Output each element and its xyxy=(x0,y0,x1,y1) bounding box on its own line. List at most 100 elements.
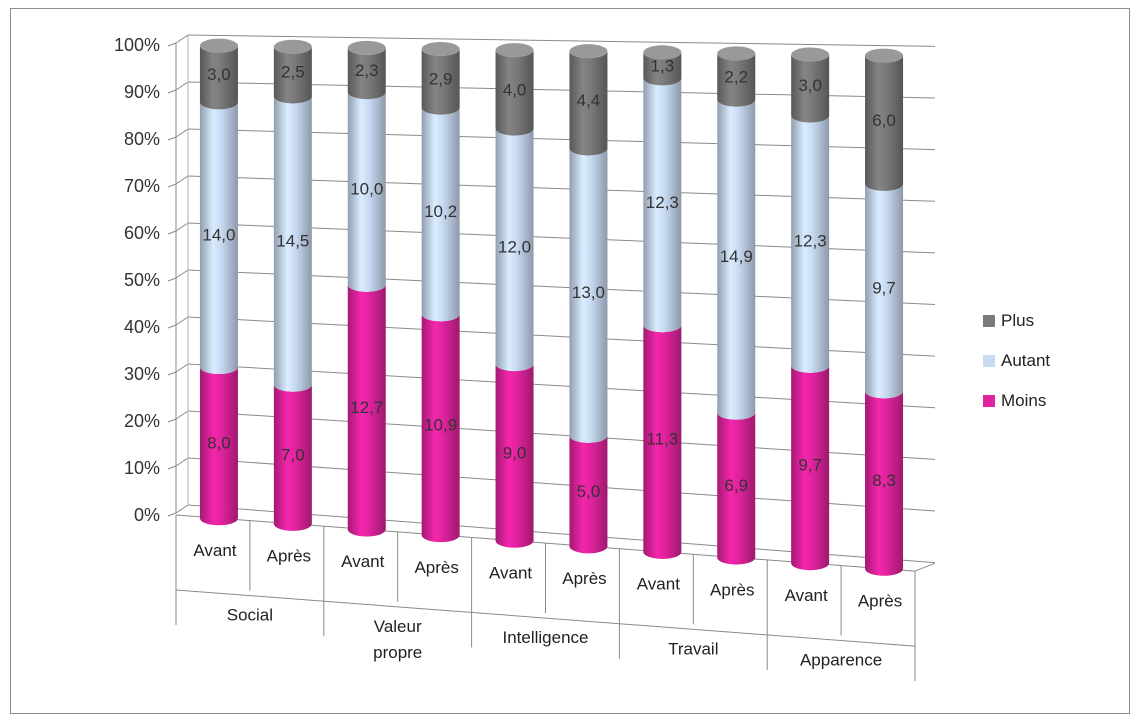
gridline-side xyxy=(175,222,189,232)
y-tick-mark xyxy=(167,465,177,470)
bar-segment-moins xyxy=(421,314,460,543)
bar-segment-moins xyxy=(495,364,534,548)
y-tick-label: 40% xyxy=(124,317,160,337)
bar-segment-autant xyxy=(495,128,534,372)
group-label: propre xyxy=(373,643,422,662)
group-label: Travail xyxy=(668,639,718,658)
x-tick-label: Avant xyxy=(489,563,532,582)
bar-segment-plus xyxy=(865,55,904,191)
bar-segment-moins xyxy=(569,435,608,554)
bar-segment-plus xyxy=(717,53,756,107)
gridline-side xyxy=(175,269,189,279)
y-tick-label: 100% xyxy=(114,35,160,55)
data-label: 10,9 xyxy=(424,416,457,435)
y-tick-label: 80% xyxy=(124,129,160,149)
data-label: 13,0 xyxy=(572,283,605,302)
data-label: 6,9 xyxy=(724,476,748,495)
gridline-side xyxy=(175,34,189,44)
bar-top-cap xyxy=(421,41,460,56)
data-label: 12,0 xyxy=(498,237,531,256)
bar-top-cap xyxy=(717,46,756,61)
y-tick-label: 50% xyxy=(124,270,160,290)
category-row-separator xyxy=(175,589,916,647)
x-tick-label: Après xyxy=(267,547,311,566)
y-tick-label: 70% xyxy=(124,176,160,196)
gridline-side xyxy=(175,410,189,420)
bar-segment-moins xyxy=(347,284,386,537)
bar-segment-plus xyxy=(495,50,534,136)
data-label: 10,2 xyxy=(424,202,457,221)
data-label: 2,3 xyxy=(355,61,379,80)
bar-segment-autant xyxy=(421,107,460,322)
bar-segment-moins xyxy=(791,365,830,571)
x-tick-label: Avant xyxy=(341,552,384,571)
legend-swatch-moins xyxy=(983,395,995,407)
x-tick-label: Avant xyxy=(637,575,680,594)
legend-label-moins: Moins xyxy=(1001,391,1046,410)
y-tick-label: 10% xyxy=(124,458,160,478)
bar-segment-autant xyxy=(717,99,756,420)
y-tick-mark xyxy=(167,230,177,235)
x-tick-label: Après xyxy=(414,558,458,577)
y-tick-label: 60% xyxy=(124,223,160,243)
bar-top-cap xyxy=(273,39,312,54)
data-label: 8,3 xyxy=(872,471,896,490)
gridline-side xyxy=(175,128,189,138)
data-label: 4,4 xyxy=(577,91,601,110)
x-tick-label: Avant xyxy=(785,586,828,605)
gridline-side xyxy=(175,175,189,185)
bar-top-cap xyxy=(791,47,830,62)
bar-segment-autant xyxy=(865,183,904,399)
group-label: Intelligence xyxy=(502,628,588,647)
bar-segment-moins xyxy=(717,412,756,565)
legend-label-autant: Autant xyxy=(1001,351,1050,370)
bar-top-cap xyxy=(643,45,682,60)
bar-top-cap xyxy=(347,40,386,55)
y-tick-mark xyxy=(167,512,177,517)
data-label: 10,0 xyxy=(350,179,383,198)
data-label: 9,7 xyxy=(872,279,896,298)
y-tick-mark xyxy=(167,324,177,329)
bar-segment-autant xyxy=(199,102,238,375)
data-label: 14,5 xyxy=(276,232,309,251)
data-label: 3,0 xyxy=(207,65,231,84)
data-label: 8,0 xyxy=(207,434,231,453)
bar-top-cap xyxy=(495,43,534,58)
y-tick-mark xyxy=(167,183,177,188)
y-tick-mark xyxy=(167,89,177,94)
gridline-side xyxy=(175,316,189,326)
data-label: 9,0 xyxy=(503,443,527,462)
data-label: 14,0 xyxy=(202,226,235,245)
bar-segment-moins xyxy=(199,367,238,526)
data-label: 12,3 xyxy=(794,232,827,251)
data-label: 12,3 xyxy=(646,193,679,212)
data-label: 11,3 xyxy=(646,430,678,449)
gridline-side xyxy=(175,363,189,373)
y-tick-label: 90% xyxy=(124,82,160,102)
bar-segment-plus xyxy=(347,47,386,100)
bar-top-cap xyxy=(569,44,608,59)
gridline-side xyxy=(175,81,189,91)
group-label: Apparence xyxy=(800,651,882,670)
x-tick-label: Après xyxy=(710,580,754,599)
bar-segment-autant xyxy=(643,78,682,333)
data-label: 2,9 xyxy=(429,69,453,88)
x-tick-label: Après xyxy=(562,569,606,588)
group-label: Social xyxy=(227,606,273,625)
bar-segment-moins xyxy=(865,391,904,576)
gridline xyxy=(187,34,936,47)
y-tick-label: 20% xyxy=(124,411,160,431)
legend-label-plus: Plus xyxy=(1001,311,1034,330)
data-label: 7,0 xyxy=(281,445,305,464)
y-tick-mark xyxy=(167,277,177,282)
legend-swatch-plus xyxy=(983,315,995,327)
data-label: 12,7 xyxy=(350,398,383,417)
y-tick-label: 0% xyxy=(134,505,160,525)
data-label: 4,0 xyxy=(503,80,527,99)
group-label: Valeur xyxy=(374,617,422,636)
bar-segment-moins xyxy=(643,325,682,559)
x-tick-label: Avant xyxy=(193,541,236,560)
bar-segment-plus xyxy=(791,54,830,123)
bar-segment-plus xyxy=(421,48,460,115)
